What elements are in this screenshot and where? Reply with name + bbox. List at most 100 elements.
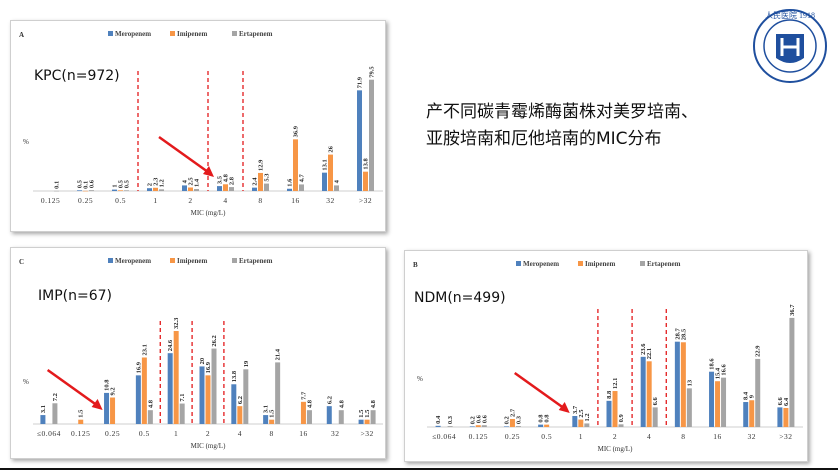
chart-panel-ndm: B Meropenem Imipenem Ertapenem% 0.4 0.3 ≤0.064… [404, 250, 808, 462]
x-tick-label: 4 [223, 196, 227, 205]
bar-meropenem [322, 172, 327, 191]
x-tick-label: 16 [299, 429, 308, 438]
data-label: 24.6 [167, 339, 174, 351]
data-label: 19 [243, 360, 250, 367]
bar-imipenem [715, 381, 721, 427]
data-label: 21.4 [275, 348, 282, 360]
data-label: 20 [199, 358, 206, 365]
bar-ertapenem [179, 403, 185, 424]
bar-imipenem [141, 357, 147, 424]
data-label: 6.2 [237, 396, 244, 404]
bar-imipenem [110, 397, 116, 424]
y-axis-label: % [417, 375, 423, 383]
x-tick-label: 0.25 [78, 196, 93, 205]
data-label: 3.1 [263, 405, 270, 413]
data-label: 23.1 [141, 344, 148, 355]
data-label: 13.8 [231, 370, 238, 382]
x-tick-label: 0.5 [139, 429, 150, 438]
data-label: 1 [112, 184, 119, 187]
data-label: 3.1 [40, 405, 47, 413]
x-tick-label: >32 [359, 196, 372, 205]
data-label: 6.4 [783, 397, 790, 406]
data-label: 0.1 [54, 181, 61, 189]
red-arrow-shaft [46, 368, 98, 407]
hospital-logo-seal: 人民医院 1918 [753, 9, 827, 83]
bar-meropenem [358, 419, 364, 424]
bar-imipenem [475, 425, 481, 427]
data-label: 13.1 [322, 159, 329, 170]
data-label: 3.7 [572, 405, 579, 414]
x-tick-label: 1 [579, 432, 583, 441]
x-tick-label: 4 [647, 432, 651, 441]
bar-ertapenem [89, 190, 94, 191]
data-label: 6.2 [326, 396, 333, 404]
panel-tag: B [413, 261, 418, 269]
group-label-kpc: KPC(n=972) [34, 68, 120, 84]
bar-ertapenem [275, 362, 281, 424]
data-label: 22.9 [755, 345, 762, 357]
x-tick-label: 0.125 [41, 196, 60, 205]
data-label: 71.9 [357, 76, 364, 88]
bar-ertapenem [306, 410, 312, 424]
data-label: 2.5 [188, 177, 195, 186]
red-arrow-head [203, 166, 214, 177]
bar-ertapenem [370, 410, 376, 424]
y-axis-label: % [23, 378, 29, 386]
data-label: 0.2 [503, 416, 510, 424]
chart-panel-imp: C Meropenem Imipenem Ertapenem% 3.1 7.2 ≤0.064… [10, 247, 386, 459]
data-label: 22.1 [646, 348, 653, 359]
bar-imipenem [509, 418, 515, 427]
bar-meropenem [104, 392, 110, 424]
bar-ertapenem [652, 407, 658, 427]
legend-label: Meropenem [115, 30, 151, 38]
legend-label: Imipenem [585, 260, 616, 268]
data-label: 4.8 [147, 399, 154, 408]
x-tick-label: 32 [747, 432, 756, 441]
data-label: 2.5 [578, 409, 585, 418]
data-label: 28.5 [680, 328, 687, 340]
data-label: 4.8 [223, 173, 230, 182]
data-label: 0.6 [475, 414, 482, 423]
data-label: 10.8 [104, 379, 111, 391]
headline-line-2: 亚胺培南和厄他培南的MIC分布 [426, 129, 662, 149]
x-axis-label: MIC (mg/L) [191, 442, 226, 450]
data-label: 9 [749, 394, 756, 398]
bar-ertapenem [721, 377, 727, 427]
data-label: 15.4 [715, 367, 722, 379]
legend-label: Meropenem [523, 260, 559, 268]
data-label: 26 [328, 145, 335, 152]
panel-tag: A [19, 31, 24, 39]
bottom-divider [0, 468, 838, 470]
data-label: 8.8 [606, 390, 613, 399]
bar-meropenem [112, 189, 117, 191]
legend-label: Imipenem [177, 257, 208, 265]
legend-label: Ertapenem [239, 257, 273, 265]
bar-meropenem [231, 384, 237, 424]
bar-imipenem [363, 171, 368, 191]
bar-imipenem [269, 419, 275, 424]
data-label: 5.3 [264, 173, 271, 182]
data-label: 23.6 [640, 343, 647, 355]
bar-imipenem [153, 187, 158, 191]
bar-meropenem [252, 187, 257, 191]
bar-ertapenem [124, 190, 129, 191]
hospital-logo: 人民医院 1918 [752, 8, 828, 84]
bar-imipenem [118, 190, 123, 191]
x-axis-label: MIC (mg/L) [598, 445, 633, 453]
data-label: 0.4 [435, 415, 442, 424]
bar-imipenem [612, 391, 618, 427]
bar-meropenem [674, 341, 680, 427]
bar-meropenem [572, 416, 578, 427]
red-arrow-shaft [158, 135, 209, 174]
bar-ertapenem [334, 185, 339, 191]
data-label: 16.6 [721, 364, 728, 376]
legend-swatch [232, 258, 237, 263]
bar-meropenem [777, 407, 783, 427]
y-axis-label: % [23, 138, 29, 146]
bar-ertapenem [243, 369, 249, 424]
data-label: 1.5 [78, 409, 85, 418]
legend-swatch [108, 258, 113, 263]
x-axis-label: MIC (mg/L) [191, 209, 226, 217]
bar-meropenem [640, 356, 646, 427]
